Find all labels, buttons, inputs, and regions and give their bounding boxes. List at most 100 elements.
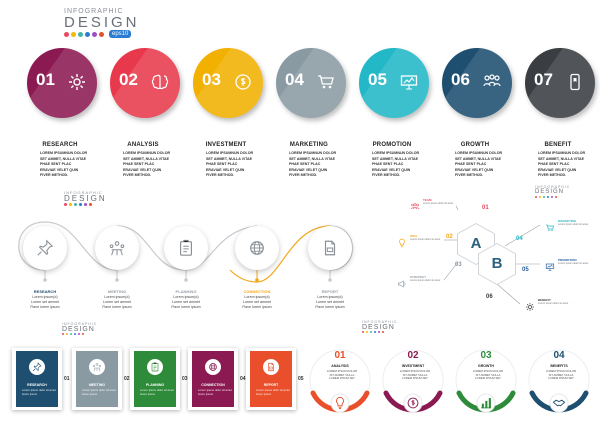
wave-step-circle-2[interactable] [95, 226, 139, 270]
wave-step-circle-3[interactable] [164, 226, 208, 270]
card-icon-circle [205, 359, 221, 375]
big-step-circle[interactable]: 01 [27, 48, 97, 118]
semi-step-title: ANALYSIS [331, 364, 349, 368]
card-3[interactable]: PLANNING Lorem ipsum dolor sit amet lorem… [134, 351, 176, 407]
semi-step-title: BENEFITS [550, 364, 568, 368]
ab-item-3[interactable]: STRATEGY Lorem ipsum dolor sit amet [392, 273, 444, 289]
logo-dot [362, 331, 364, 333]
billboard-icon [399, 72, 419, 92]
clipboard-icon [151, 362, 159, 372]
logo-dot [66, 333, 68, 335]
logo-line2: DESIGN [362, 324, 395, 331]
wave-step-body: Lorem ipsum(d) Lorem set ammet Flave lorem… [17, 295, 73, 310]
logo-dot [64, 31, 69, 37]
logo-dot [79, 203, 82, 206]
big-step-number: 06 [451, 70, 470, 89]
wave-step-circle-5[interactable] [308, 226, 352, 270]
meeting-icon [108, 239, 126, 257]
bulb-icon [336, 396, 344, 410]
semi-step-4[interactable]: 04 BENEFITS LOREM IPSUM DOLOR SIT AMMET NUL… [524, 345, 594, 415]
ab-item-2[interactable]: IDEA Lorem ipsum dolor sit amet [392, 232, 444, 248]
wave-step-circle-1[interactable] [23, 226, 67, 270]
body-line: Flave lorem ipsum [30, 305, 60, 309]
logo-dot [74, 203, 77, 206]
logo-line1: INFOGRAPHIC [64, 8, 124, 15]
card-2[interactable]: MEETING Lorem ipsum dolor sit amet lorem … [76, 351, 118, 407]
big-step-body: LOREM IPSUMNUN DOLOR SET AMMET, NULLA VIT… [40, 151, 110, 179]
wave-step-circle-4[interactable] [235, 226, 279, 270]
logo-dot [85, 31, 90, 37]
ab-item-title: TEAM [423, 198, 432, 202]
card-icon-circle [29, 359, 45, 375]
card-number: 02 [124, 376, 130, 382]
logo-dot [539, 196, 541, 198]
logo-dots: eps10 [64, 30, 140, 38]
body-line: Flave lorem ipsum [171, 305, 201, 309]
semi-step-3[interactable]: 03 GROWTH LOREM IPSUM DOLOR SIT AMMET NULLA… [451, 345, 521, 415]
logo-dot [366, 331, 368, 333]
card-icon-circle [263, 359, 279, 375]
card-body: Lorem ipsum dolor sit amet lorem ipsum [198, 388, 232, 396]
body-line: FIVER METHOD. [40, 173, 69, 177]
logo-dot [374, 331, 376, 333]
ab-item-body: Lorem ipsum dolor sit amet [410, 238, 441, 241]
infographic-logo-small: INFOGRAPHIC DESIGN [64, 190, 107, 206]
logo-dot [84, 203, 87, 206]
ab-item-6[interactable]: BENEFIT Lorem ipsum dolor sit amet [520, 296, 572, 312]
logo-dot [555, 196, 557, 198]
logo-dot [382, 331, 384, 333]
semi-step-title: GROWTH [478, 364, 494, 368]
body-line: ERAVIAE VELET QUIN [372, 167, 411, 172]
logo-dot [92, 31, 97, 37]
card-title: RESEARCH [27, 383, 47, 387]
bulb-icon [397, 235, 407, 248]
logo-dot [71, 31, 76, 37]
wave-step-label: PLANNING [175, 289, 197, 294]
big-step-body: LOREM IPSUMNUN DOLOR SET AMMET, NULLA VIT… [455, 151, 525, 179]
hex-b-letter: B [491, 255, 503, 272]
big-step-circle[interactable]: 04 [276, 48, 346, 118]
body-line: FIVER METHOD. [206, 173, 235, 177]
semi-ring [528, 349, 590, 413]
body-line: ERAVIAE VELET QUIN [455, 167, 494, 172]
ab-item-1[interactable]: TEAM Lorem ipsum dolor sit amet [405, 196, 457, 212]
semi-step-1[interactable]: 01 ANALYSIS LOREM IPSUM DOLOR SIT AMMET NUL… [305, 345, 375, 415]
ab-item-4[interactable]: MARKETING Lorem ipsum dolor sit amet [540, 217, 592, 233]
wave-step-label: CONNECTION [243, 289, 271, 294]
card-4[interactable]: CONNECTION Lorem ipsum dolor sit amet lor… [192, 351, 234, 407]
semi-step-2[interactable]: 02 INVESTMENT LOREM IPSUM DOLOR SIT AMMET N… [378, 345, 448, 415]
card-number: 05 [298, 376, 304, 382]
big-step-number: 04 [285, 70, 304, 89]
infographic-logo-small: INFOGRAPHIC DESIGN [62, 322, 97, 335]
wave-step-body: Lorem ipsum(d) Lorem set ammet Flave lorem… [302, 295, 358, 310]
body-line: Flave lorem ipsum [315, 305, 345, 309]
body-line: Lorem set ammet [103, 300, 131, 304]
body-line: PHAE SENT PLAC [455, 162, 487, 166]
big-step-circle[interactable]: 06 [442, 48, 512, 118]
card-1[interactable]: RESEARCH Lorem ipsum dolor sit amet lorem… [16, 351, 58, 407]
big-step-circle[interactable]: 02 [110, 48, 180, 118]
wave-step-label: REPORT [321, 289, 339, 294]
logo-line2: DESIGN [535, 189, 565, 195]
logo-dot [370, 331, 372, 333]
pin-icon [36, 239, 54, 257]
big-step-circle[interactable]: 03 [193, 48, 263, 118]
card-5[interactable]: REPORT Lorem ipsum dolor sit amet lorem i… [250, 351, 292, 407]
big-step-circle[interactable]: 07 [525, 48, 595, 118]
ab-item-number: 03 [455, 262, 462, 268]
body-line: LOREM IPSUM SET [548, 376, 574, 380]
big-step-title: PROMOTION [372, 142, 412, 148]
ab-item-body: Lorem ipsum dolor sit amet [538, 302, 569, 305]
pin-icon [32, 362, 42, 372]
logo-line1: INFOGRAPHIC [64, 190, 103, 195]
phone-icon [565, 72, 585, 92]
logo-line1: INFOGRAPHIC [362, 320, 398, 324]
infographic-logo: INFOGRAPHIC DESIGN eps10 [64, 8, 140, 38]
ab-item-body: Lorem ipsum dolor sit amet [558, 262, 589, 265]
big-step-circle[interactable]: 05 [359, 48, 429, 118]
body-line: LOREM IPSUM DOLOR [472, 369, 504, 373]
team-icon [483, 74, 501, 87]
ab-item-5[interactable]: PROMOTION Lorem ipsum dolor sit amet [540, 256, 592, 272]
report-icon [324, 240, 336, 256]
big-step-number: 02 [119, 70, 138, 89]
